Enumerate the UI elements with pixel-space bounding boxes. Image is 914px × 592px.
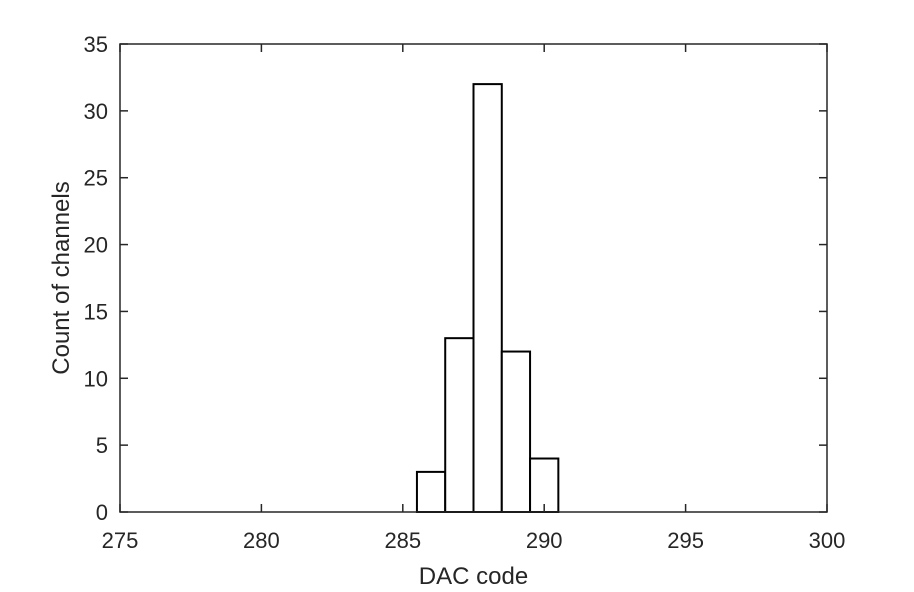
bars-layer (415, 83, 560, 513)
histogram-bar (444, 337, 475, 513)
x-tick-label: 275 (102, 528, 139, 553)
y-tick-label: 5 (96, 433, 108, 458)
axes-layer: 275 280 285 290 295 300 0 5 10 15 20 25 30 35 (84, 32, 846, 553)
axes-box (119, 43, 828, 513)
y-tick-label: 30 (84, 99, 108, 124)
x-tick-label: 280 (243, 528, 280, 553)
histogram-bar (500, 350, 532, 513)
x-tick-label: 295 (667, 528, 704, 553)
x-tick-label: 285 (384, 528, 421, 553)
x-axis-title: DAC code (419, 563, 528, 590)
y-tick-label: 20 (84, 233, 108, 258)
histogram-bar (472, 83, 503, 513)
histogram-bar (529, 457, 560, 513)
y-tick-label: 25 (84, 166, 108, 191)
y-tick-label: 10 (84, 366, 108, 391)
y-tick-label: 0 (96, 500, 108, 525)
x-tick-label: 290 (526, 528, 563, 553)
y-tick-label: 35 (84, 32, 108, 57)
y-tick-label: 15 (84, 299, 108, 324)
y-axis-title: Count of channels (48, 181, 75, 374)
x-tick-label: 300 (809, 528, 846, 553)
histogram-bar (415, 470, 447, 513)
